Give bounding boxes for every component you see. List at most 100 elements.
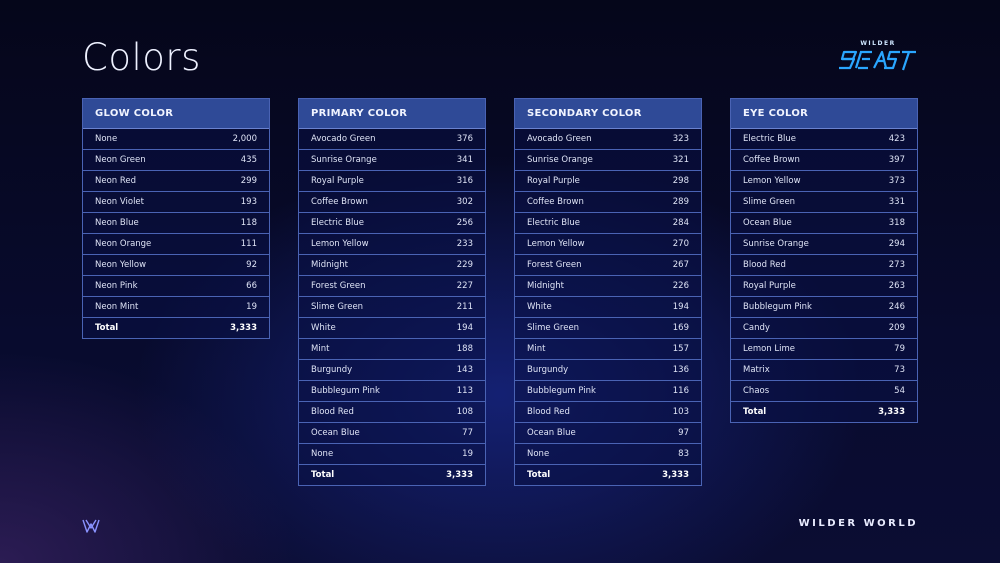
logo-small-text: WILDER [860,40,896,47]
row-label: Burgundy [527,365,569,375]
table-row: Neon Green 435 [83,150,269,171]
row-value: 397 [888,155,905,165]
table-row: Blood Red 273 [731,255,917,276]
table-row: Slime Green 169 [515,318,701,339]
row-label: None [95,134,118,144]
row-value: 227 [456,281,473,291]
row-value: 66 [246,281,257,291]
row-value: 284 [672,218,689,228]
table-row: Chaos 54 [731,381,917,402]
row-label: None [527,449,550,459]
row-label: Coffee Brown [311,197,368,207]
row-value: 229 [456,260,473,270]
row-label: Midnight [527,281,564,291]
table-body: Avocado Green 323 Sunrise Orange 321 Royal P… [515,129,701,485]
row-label: Blood Red [311,407,354,417]
row-label: Coffee Brown [743,155,800,165]
table-row: Neon Red 299 [83,171,269,192]
row-value: 341 [456,155,473,165]
table-row: Candy 209 [731,318,917,339]
row-value: 226 [672,281,689,291]
row-label: Lemon Yellow [311,239,369,249]
row-value: 318 [888,218,905,228]
row-value: 321 [672,155,689,165]
eye-color-table: EYE COLOR Electric Blue 423 Coffee Brown 39… [730,98,918,423]
table-row: Midnight 226 [515,276,701,297]
table-row: Sunrise Orange 321 [515,150,701,171]
row-label: Forest Green [311,281,366,291]
total-label: Total [527,470,551,480]
row-label: Lemon Yellow [527,239,585,249]
table-row: Avocado Green 323 [515,129,701,150]
row-value: 118 [240,218,257,228]
table-row: Midnight 229 [299,255,485,276]
table-header: GLOW COLOR [83,99,269,129]
table-header: EYE COLOR [731,99,917,129]
row-value: 97 [678,428,689,438]
table-row: Coffee Brown 397 [731,150,917,171]
row-label: Bubblegum Pink [527,386,596,396]
row-label: Blood Red [527,407,570,417]
table-row: Mint 157 [515,339,701,360]
table-row: Neon Blue 118 [83,213,269,234]
row-label: Slime Green [743,197,796,207]
row-label: White [311,323,336,333]
row-value: 316 [456,176,473,186]
row-value: 299 [240,176,257,186]
table-row: Electric Blue 423 [731,129,917,150]
table-row: Sunrise Orange 341 [299,150,485,171]
row-value: 289 [672,197,689,207]
table-body: Electric Blue 423 Coffee Brown 397 Lemon Yel… [731,129,917,422]
row-label: Avocado Green [527,134,592,144]
table-row: Bubblegum Pink 246 [731,297,917,318]
table-row: None 2,000 [83,129,269,150]
row-value: 273 [888,260,905,270]
row-label: Coffee Brown [527,197,584,207]
row-value: 323 [672,134,689,144]
row-label: Mint [527,344,546,354]
row-value: 270 [672,239,689,249]
table-row: Sunrise Orange 294 [731,234,917,255]
table-row: None 83 [515,444,701,465]
table-row: Royal Purple 298 [515,171,701,192]
table-header: SECONDARY COLOR [515,99,701,129]
row-label: Burgundy [311,365,353,375]
table-row: Coffee Brown 289 [515,192,701,213]
glow-color-table: GLOW COLOR None 2,000 Neon Green 435 Neon Re… [82,98,270,339]
row-value: 233 [456,239,473,249]
beast-logo-graphic [839,50,916,71]
table-row: Bubblegum Pink 116 [515,381,701,402]
row-value: 435 [240,155,257,165]
row-value: 211 [456,302,473,312]
row-label: Electric Blue [527,218,581,228]
row-value: 302 [456,197,473,207]
table-row: Blood Red 103 [515,402,701,423]
row-value: 77 [462,428,473,438]
row-label: Neon Mint [95,302,139,312]
row-value: 373 [888,176,905,186]
table-header: PRIMARY COLOR [299,99,485,129]
table-row: Lemon Lime 79 [731,339,917,360]
table-row: Neon Violet 193 [83,192,269,213]
table-row: Bubblegum Pink 113 [299,381,485,402]
table-row: Ocean Blue 318 [731,213,917,234]
total-label: Total [743,407,767,417]
table-row: Royal Purple 316 [299,171,485,192]
total-row: Total 3,333 [515,465,701,485]
row-value: 423 [888,134,905,144]
total-value: 3,333 [446,470,473,480]
row-label: Sunrise Orange [743,239,809,249]
table-row: Forest Green 267 [515,255,701,276]
row-label: Forest Green [527,260,582,270]
row-label: Neon Yellow [95,260,147,270]
row-label: White [527,302,552,312]
row-label: Midnight [311,260,348,270]
row-label: Chaos [743,386,770,396]
secondary-color-table: SECONDARY COLOR Avocado Green 323 Sunrise … [514,98,702,486]
table-body: None 2,000 Neon Green 435 Neon Red 299 Neon Vi… [83,129,269,338]
row-label: Bubblegum Pink [743,302,812,312]
table-row: Avocado Green 376 [299,129,485,150]
table-row: Neon Orange 111 [83,234,269,255]
row-value: 92 [246,260,257,270]
table-row: Lemon Yellow 233 [299,234,485,255]
